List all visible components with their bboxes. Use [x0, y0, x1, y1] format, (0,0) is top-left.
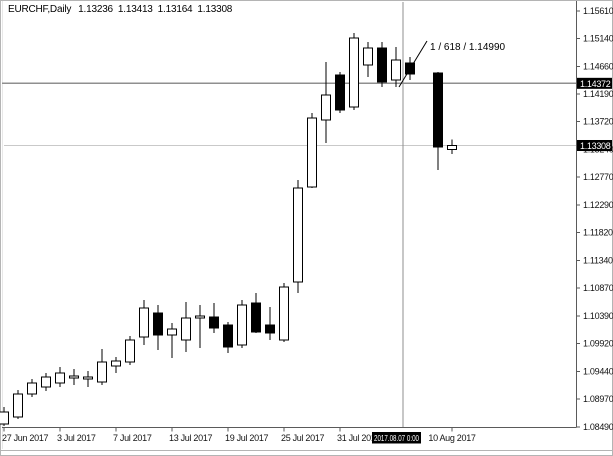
- price-tick-label: 1.11820: [583, 227, 613, 237]
- time-tick-label: 7 Jul 2017: [113, 433, 152, 443]
- candle-body: [349, 37, 359, 108]
- symbol-period-label: EURCHF,Daily: [8, 4, 72, 15]
- candle-body: [167, 328, 177, 336]
- quote-high: 1.13413: [117, 4, 153, 15]
- candle-body: [181, 317, 191, 341]
- candle-body: [83, 376, 93, 380]
- candle-body: [293, 187, 303, 283]
- bid-price-tag-label: 1.13308: [580, 141, 611, 151]
- candle-body: [223, 324, 233, 348]
- time-tick-label: 3 Jul 2017: [57, 433, 96, 443]
- price-tick-label: 1.14660: [583, 62, 613, 72]
- quote-line: EURCHF,Daily 1.13236 1.13413 1.13164 1.13308: [8, 4, 232, 15]
- candle-body: [209, 316, 219, 329]
- quote-open: 1.13236: [78, 4, 113, 15]
- candle-body: [363, 47, 373, 66]
- price-tick-label: 1.09920: [583, 338, 613, 348]
- candle-body: [321, 94, 331, 121]
- price-tick-label: 1.08970: [583, 394, 613, 404]
- quote-close: 1.13308: [197, 4, 233, 15]
- trendline-annotation: 1 / 618 / 1.14990: [430, 42, 506, 53]
- candle-body: [41, 376, 51, 388]
- price-tick-label: 1.10390: [583, 311, 613, 321]
- candle-body: [307, 117, 317, 188]
- time-tick-label: 19 Jul 2017: [225, 433, 269, 443]
- candle-body: [125, 339, 135, 363]
- candle-body: [195, 315, 205, 319]
- price-tick-label: 1.09440: [583, 366, 613, 376]
- candle-body: [265, 324, 275, 334]
- time-tick-label: 10 Aug 2017: [428, 433, 476, 443]
- price-tick-label: 1.12290: [583, 200, 613, 210]
- candle-body: [251, 302, 261, 333]
- crosshair-date-tag-label: 2017.08.07 0:00: [374, 434, 419, 443]
- time-tick-label: 27 Jun 2017: [2, 433, 49, 443]
- price-tick-label: 1.11340: [583, 255, 613, 265]
- candle-body: [97, 361, 107, 383]
- time-tick-label: 31 Jul 2017: [337, 433, 381, 443]
- candle-body: [447, 144, 457, 151]
- price-tick-label: 1.14190: [583, 89, 613, 99]
- price-tick-label: 1.12770: [583, 172, 613, 182]
- candle-body: [139, 307, 149, 338]
- candle-body: [27, 382, 37, 395]
- candle-body: [237, 304, 247, 346]
- candle-body: [153, 312, 163, 336]
- price-tick-label: 1.13720: [583, 116, 613, 126]
- candle-body: [13, 393, 23, 418]
- candle-body: [391, 59, 401, 81]
- candle-body: [279, 286, 289, 341]
- price-tick-label: 1.08490: [583, 422, 613, 432]
- price-tick-label: 1.15140: [583, 33, 613, 43]
- crosshair-date-tag: [372, 432, 421, 444]
- candle-body: [111, 360, 121, 367]
- candle-body: [433, 72, 443, 148]
- crosshair-price-tag-label: 1.14372: [580, 79, 611, 89]
- candle-body: [0, 411, 9, 425]
- quote-low: 1.13164: [157, 4, 193, 15]
- time-tick-label: 13 Jul 2017: [169, 433, 213, 443]
- bid-price-tag: [577, 139, 612, 151]
- trendline[interactable]: [398, 40, 428, 88]
- candle-body: [55, 372, 65, 384]
- candle-body: [377, 47, 387, 83]
- time-tick-label: 25 Jul 2017: [281, 433, 325, 443]
- candle-body: [335, 74, 345, 111]
- candle-body: [69, 375, 79, 379]
- price-tick-label: 1.10870: [583, 283, 613, 293]
- price-tick-label: 1.15610: [583, 6, 613, 16]
- crosshair-price-tag: [577, 77, 612, 89]
